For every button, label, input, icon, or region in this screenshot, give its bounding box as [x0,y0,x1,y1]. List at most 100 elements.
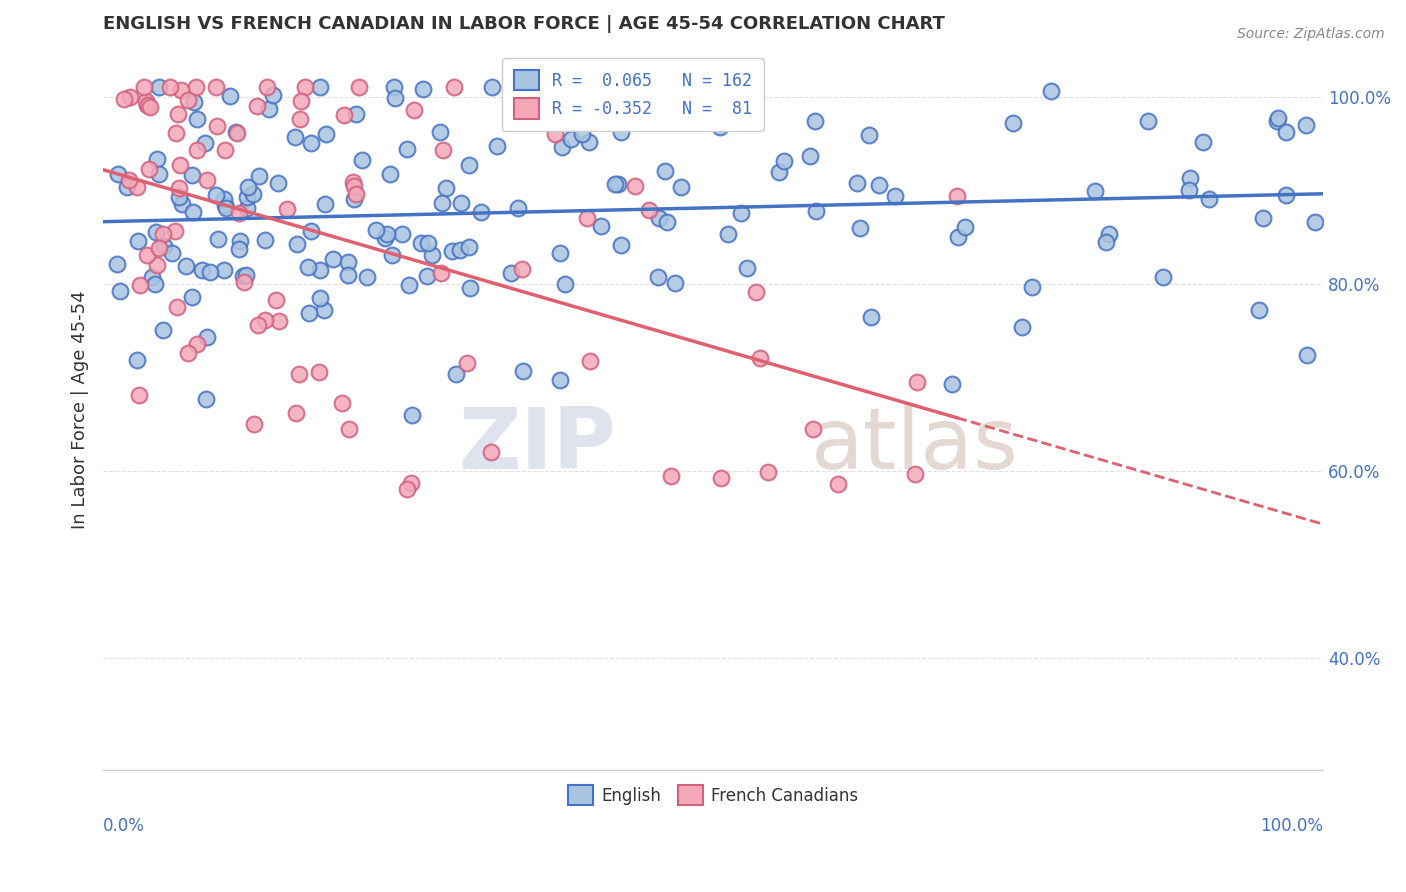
Point [105,257,128,271]
Point [343,192,366,206]
Point [479,444,502,458]
Point [418,235,440,250]
Point [146,258,169,272]
Point [167,190,190,204]
Point [337,422,360,436]
Point [1136,114,1159,128]
Point [1198,192,1220,206]
Point [1251,211,1274,225]
Point [160,245,183,260]
Point [432,143,454,157]
Point [356,269,378,284]
Point [342,175,364,189]
Point [314,197,336,211]
Point [146,152,169,166]
Point [1274,187,1296,202]
Point [159,80,181,95]
Point [1011,320,1033,334]
Point [456,356,478,370]
Point [242,186,264,201]
Point [398,278,420,293]
Point [827,476,849,491]
Point [953,219,976,234]
Point [226,126,249,140]
Point [1178,183,1201,197]
Point [148,167,170,181]
Point [195,330,218,344]
Point [648,211,671,225]
Point [236,202,259,216]
Point [125,353,148,368]
Point [609,237,631,252]
Point [174,260,197,274]
Point [685,80,707,95]
Point [256,80,278,95]
Point [233,275,256,289]
Point [246,99,269,113]
Point [139,100,162,114]
Point [215,201,238,215]
Point [135,97,157,112]
Point [108,285,131,299]
Point [384,91,406,105]
Point [544,106,567,120]
Point [941,376,963,391]
Point [510,262,533,277]
Point [804,114,827,128]
Point [1180,171,1202,186]
Point [575,211,598,226]
Point [945,189,967,203]
Point [177,93,200,107]
Point [350,153,373,168]
Point [544,127,567,141]
Point [235,189,257,203]
Point [269,313,291,327]
Text: Source: ZipAtlas.com: Source: ZipAtlas.com [1237,27,1385,41]
Point [512,364,534,378]
Point [349,80,371,95]
Point [243,417,266,432]
Point [312,303,335,318]
Point [858,128,880,143]
Point [308,365,330,379]
Point [395,142,418,156]
Point [148,80,170,95]
Point [297,260,319,274]
Point [120,90,142,104]
Point [382,80,405,95]
Point [167,180,190,194]
Point [710,471,733,485]
Point [127,234,149,248]
Point [1265,113,1288,128]
Point [396,483,419,497]
Point [145,225,167,239]
Point [948,230,970,244]
Point [308,263,330,277]
Point [446,368,468,382]
Point [254,233,277,247]
Point [364,223,387,237]
Point [450,195,472,210]
Point [276,202,298,217]
Point [112,92,135,106]
Point [579,354,602,368]
Point [205,119,228,133]
Point [336,255,359,269]
Point [259,103,281,117]
Point [409,235,432,250]
Point [166,300,188,314]
Text: ZIP: ZIP [458,404,616,487]
Point [458,281,481,295]
Point [253,313,276,327]
Point [343,179,366,194]
Point [1295,348,1317,362]
Point [735,261,758,276]
Point [659,469,682,483]
Point [571,127,593,141]
Point [107,167,129,181]
Point [1094,235,1116,249]
Point [152,227,174,241]
Point [884,189,907,203]
Point [235,268,257,283]
Point [756,466,779,480]
